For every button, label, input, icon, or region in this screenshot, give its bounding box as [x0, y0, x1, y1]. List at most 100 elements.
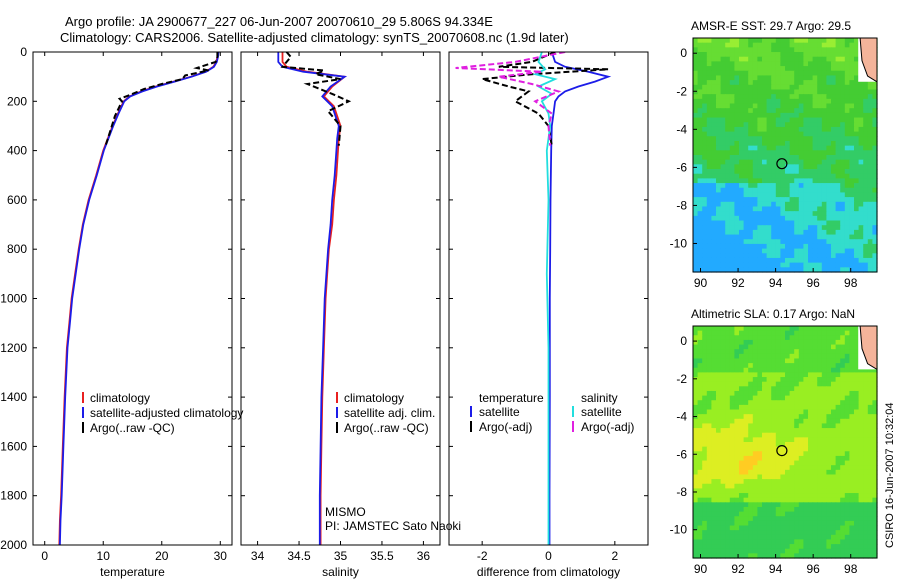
map-cell: [775, 423, 781, 429]
map-cell: [808, 131, 814, 137]
map-cell: [854, 267, 860, 273]
map-cell: [766, 42, 772, 48]
map-cell: [867, 234, 873, 240]
map-cell: [775, 234, 781, 240]
map-cell: [762, 42, 768, 48]
map-cell: [872, 89, 878, 95]
map-cell: [757, 243, 763, 250]
map-cell: [840, 339, 846, 346]
y-tick-label: 1000: [0, 292, 27, 306]
map-cell: [808, 164, 814, 170]
map-cell: [729, 103, 735, 109]
y-tick-label: 0: [20, 45, 27, 59]
map-cell: [794, 520, 800, 527]
map-cell: [831, 530, 837, 536]
map-cell: [872, 483, 878, 489]
map-cell: [812, 131, 818, 137]
map-cell: [729, 544, 735, 550]
map-cell: [729, 98, 735, 105]
annotation-text: MISMO: [325, 505, 366, 519]
map-cell: [729, 234, 735, 240]
map-cell: [821, 150, 827, 156]
map-cell: [872, 225, 878, 231]
map-cell: [711, 94, 717, 100]
map-cell: [739, 42, 745, 48]
map-cell: [757, 262, 763, 268]
map-cell: [757, 52, 763, 58]
map-cell: [748, 474, 754, 480]
map-cell: [706, 155, 712, 161]
map-cell: [812, 75, 818, 81]
map-cell: [821, 372, 827, 378]
map-cell: [706, 243, 712, 250]
map-cell: [872, 267, 878, 273]
map-cell: [863, 206, 869, 212]
map-cell: [840, 363, 846, 369]
map-cell: [812, 220, 818, 226]
map-cell: [798, 544, 804, 550]
map-cell: [706, 432, 712, 438]
map-cell: [752, 169, 758, 175]
map-cell: [812, 326, 818, 332]
map-cell: [849, 122, 855, 128]
map-cell: [711, 169, 717, 175]
map-cell: [798, 84, 804, 91]
map-cell: [831, 442, 837, 448]
map-cell: [757, 225, 763, 231]
map-cell: [858, 367, 864, 373]
map-cell: [711, 117, 717, 123]
map-cell: [794, 469, 800, 476]
map-cell: [729, 553, 735, 559]
map-cell: [808, 367, 814, 373]
map-cell: [734, 511, 740, 517]
map-cell: [775, 267, 781, 273]
map-cell: [812, 544, 818, 550]
map-cell: [775, 84, 781, 91]
map-cell: [812, 243, 818, 250]
map-cell: [720, 220, 726, 226]
map-cell: [858, 372, 864, 378]
map-cell: [743, 75, 749, 81]
map-cell: [775, 502, 781, 508]
map-cell: [702, 400, 708, 406]
map-cell: [826, 164, 832, 170]
map-cell: [798, 335, 804, 341]
map-cell: [697, 451, 703, 457]
map-cell: [706, 530, 712, 536]
map-cell: [720, 432, 726, 438]
map-cell: [743, 155, 749, 161]
map-cell: [780, 455, 786, 462]
map-cell: [858, 84, 864, 91]
x-tick-label: 35: [334, 549, 348, 563]
map-cell: [867, 474, 873, 480]
map-cell: [748, 511, 754, 517]
map-cell: [789, 539, 795, 545]
map-cell: [711, 418, 717, 425]
map-cell: [743, 511, 749, 517]
map-cell: [743, 66, 749, 72]
map-cell: [720, 367, 726, 373]
map-cell: [863, 220, 869, 226]
map-cell: [757, 84, 763, 91]
map-cell: [844, 112, 850, 119]
map-cell: [762, 192, 768, 198]
map-cell: [835, 423, 841, 429]
map-cell: [729, 173, 735, 179]
map-cell: [725, 520, 731, 527]
map-cell: [785, 183, 791, 189]
map-cell: [766, 488, 772, 494]
map-cell: [854, 253, 860, 259]
map-cell: [711, 474, 717, 480]
map-cell: [863, 183, 869, 189]
map-cell: [798, 52, 804, 58]
map-cell: [789, 400, 795, 406]
map-cell: [858, 215, 864, 222]
map-cell: [854, 98, 860, 105]
map-cell: [835, 432, 841, 438]
map-cell: [725, 187, 731, 194]
map-cell: [789, 395, 795, 401]
map-cell: [702, 483, 708, 489]
map-cell: [817, 220, 823, 226]
map-cell: [725, 164, 731, 170]
map-cell: [867, 201, 873, 208]
